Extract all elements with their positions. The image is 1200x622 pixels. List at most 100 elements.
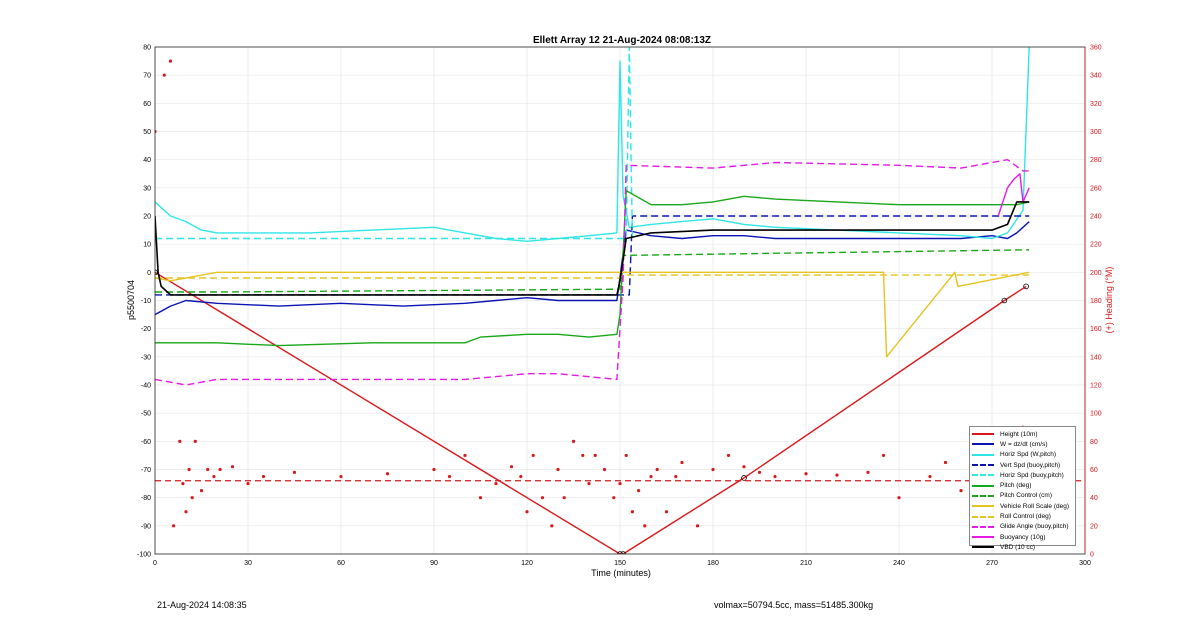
heading-point [193, 439, 197, 443]
heading-point [835, 473, 839, 477]
heading-point [649, 474, 653, 479]
heading-point [181, 481, 185, 486]
legend-item: W = dz/dt (cm/s) [972, 439, 1073, 449]
heading-point [190, 496, 194, 500]
y2-tick-label: 200 [1090, 270, 1102, 277]
legend-swatch [972, 453, 994, 456]
heading-point [643, 524, 647, 528]
series-height [155, 271, 1027, 554]
y-tick-label: 0 [147, 270, 151, 277]
y-tick-label: 80 [143, 45, 151, 52]
chart-legend: Height (10m) W = dz/dt (cm/s) Horiz Spd (W… [969, 426, 1076, 551]
heading-point [447, 474, 452, 479]
x-tick-label: 60 [337, 560, 345, 567]
y-tick-label: 40 [143, 157, 151, 164]
legend-item: Height (10m) [972, 429, 1073, 439]
heading-point [168, 59, 173, 63]
y2-tick-label: 140 [1090, 354, 1102, 361]
legend-swatch [972, 433, 994, 436]
heading-point [162, 73, 166, 77]
legend-swatch [972, 484, 994, 487]
legend-item: Vert Spd (buoy,pitch) [972, 460, 1073, 470]
heading-point [519, 474, 523, 479]
legend-swatch [972, 525, 994, 528]
height-marker [741, 475, 747, 481]
heading-point [602, 467, 607, 472]
legend-swatch [972, 474, 994, 477]
y2-tick-label: 220 [1090, 242, 1102, 249]
heading-point [261, 474, 266, 479]
footer-mass-info: volmax=50794.5cc, mass=51485.300kg [714, 600, 874, 610]
legend-item: Vehicle Roll Scale (deg) [972, 501, 1073, 511]
y-tick-label: 70 [143, 73, 151, 80]
y-tick-label: -40 [141, 383, 151, 390]
heading-point [959, 489, 963, 493]
heading-point [556, 467, 560, 472]
heading-point [212, 474, 216, 479]
series-roll [155, 271, 1030, 358]
y2-tick-label: 120 [1090, 383, 1102, 390]
heading-point [897, 496, 901, 500]
legend-item: Horiz Spd (buoy,pitch) [972, 470, 1073, 480]
x-tick-label: 180 [707, 560, 719, 567]
x-tick-label: 90 [430, 560, 438, 567]
legend-label: W = dz/dt (cm/s) [1000, 440, 1048, 448]
heading-point [726, 453, 731, 458]
height-marker [1001, 297, 1008, 304]
y2-tick-label: 240 [1090, 214, 1102, 221]
y-tick-label: 30 [143, 185, 151, 192]
legend-item: Roll Control (deg) [972, 511, 1073, 521]
series-pitch_ctrl [155, 249, 1030, 293]
heading-point [943, 460, 948, 465]
legend-swatch [972, 464, 994, 467]
heading-point [630, 510, 635, 514]
heading-point [531, 453, 535, 458]
heading-point [711, 467, 715, 472]
y2-tick-label: 360 [1090, 45, 1102, 52]
legend-item: Buoyancy (10g) [972, 532, 1073, 542]
legend-swatch [972, 443, 994, 446]
heading-point [540, 496, 545, 500]
y-tick-label: 50 [143, 129, 151, 136]
series-lines [155, 47, 1085, 554]
heading-point [928, 474, 932, 479]
legend-item: Pitch Control (cm) [972, 491, 1073, 501]
y2-tick-label: 260 [1090, 185, 1102, 192]
legend-swatch [972, 536, 994, 539]
y-tick-label: -50 [141, 411, 151, 418]
heading-point [655, 467, 659, 472]
y-tick-label: -70 [141, 467, 151, 474]
y-tick-label: -80 [141, 495, 151, 502]
heading-point [866, 470, 870, 474]
legend-swatch [972, 505, 994, 508]
heading-point [757, 470, 762, 474]
x-axis-label: Time (minutes) [591, 568, 651, 578]
legend-item: Horiz Spd (W,pitch) [972, 450, 1073, 460]
legend-label: Vert Spd (buoy,pitch) [1000, 461, 1061, 469]
heading-point [742, 465, 746, 469]
heading-point [550, 524, 554, 528]
x-tick-label: 150 [614, 560, 626, 567]
y-tick-label: -20 [141, 326, 151, 333]
heading-point [674, 474, 678, 479]
heading-point [206, 467, 210, 472]
legend-label: Height (10m) [1000, 430, 1038, 438]
series-buoy [997, 173, 1030, 217]
heading-point [292, 470, 297, 474]
series-glide [155, 158, 1030, 386]
heading-point [184, 510, 188, 514]
y-tick-label: -90 [141, 523, 151, 530]
heading-point [478, 496, 483, 500]
legend-label: Roll Control (deg) [1000, 513, 1051, 521]
tick-labels: 0 30 60 90 120 150 180 210 240 270 300-100-90-80-7… [137, 45, 1102, 568]
heading-point [581, 453, 585, 458]
legend-swatch [972, 515, 994, 518]
y-tick-label: 20 [143, 214, 151, 221]
heading-point [199, 489, 204, 493]
legend-item: Glide Angle (buoy,pitch) [972, 522, 1073, 532]
series-roll_ctrl [155, 274, 1030, 279]
heading-point [680, 460, 684, 465]
y2-tick-label: 160 [1090, 326, 1102, 333]
heading-point [695, 524, 700, 528]
x-tick-label: 270 [986, 560, 998, 567]
